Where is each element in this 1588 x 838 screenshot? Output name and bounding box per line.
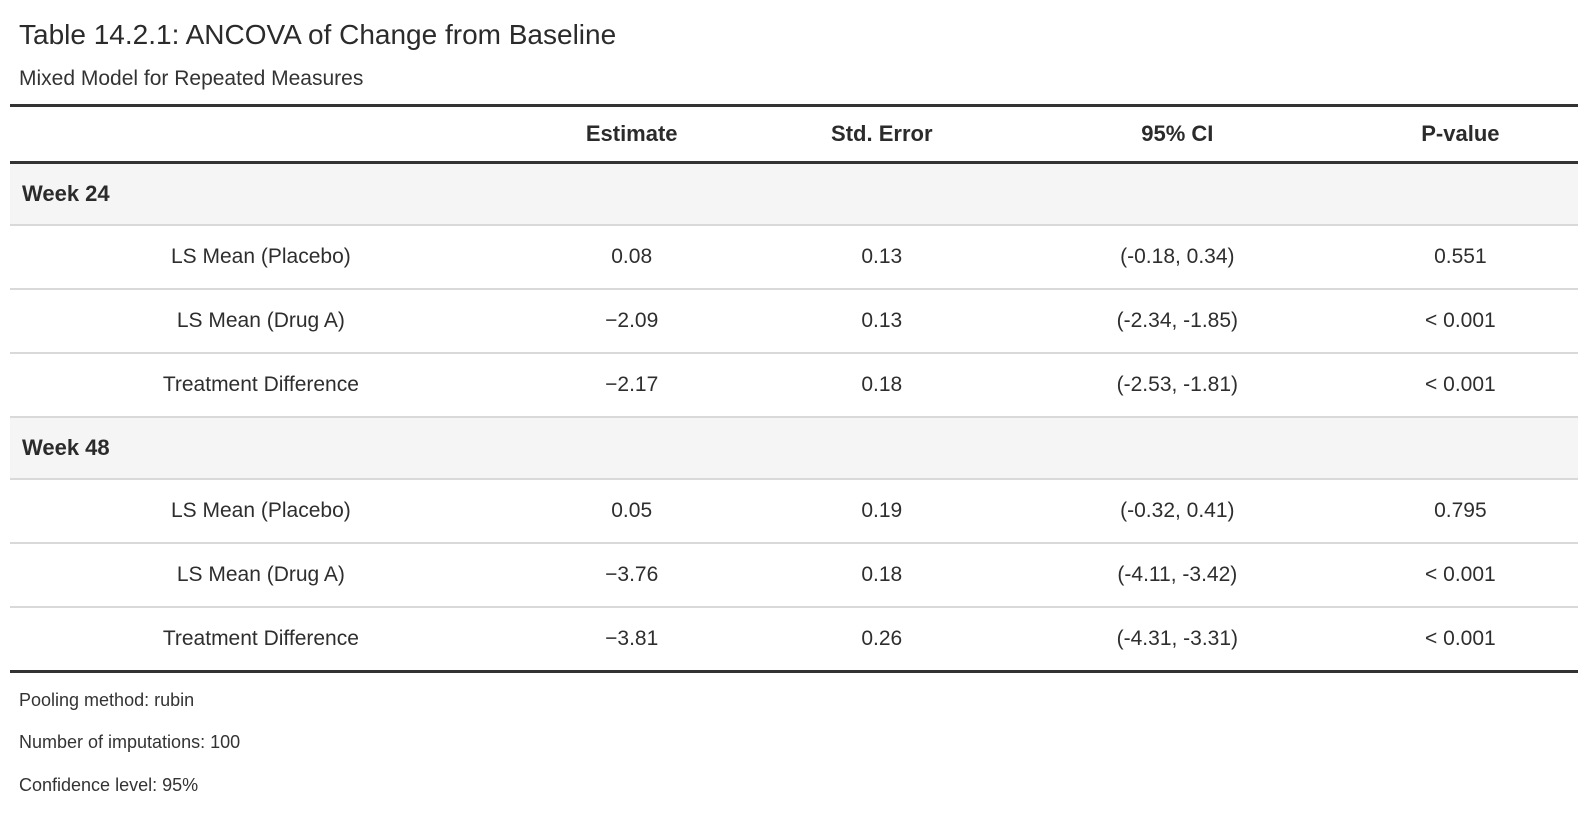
cell-std-error: 0.13 [751,224,1012,290]
table-row: LS Mean (Drug A) −3.76 0.18 (-4.11, -3.4… [10,542,1578,608]
table-row: Treatment Difference −2.17 0.18 (-2.53, … [10,352,1578,418]
cell-p-value: < 0.001 [1342,606,1578,673]
cell-std-error: 0.19 [751,478,1012,544]
footnote-confidence-level: Confidence level: 95% [19,774,199,795]
footnote-pooling-method: Pooling method: rubin [19,689,195,710]
cell-ci: (-4.11, -3.42) [1011,542,1343,608]
cell-estimate: 0.08 [511,224,752,290]
section-label: Week 48 [10,416,1578,480]
cell-ci: (-0.32, 0.41) [1011,478,1343,544]
cell-ci: (-2.34, -1.85) [1011,288,1343,354]
column-header-std-error: Std. Error [751,105,1012,164]
cell-p-value: < 0.001 [1342,352,1578,418]
cell-std-error: 0.26 [751,606,1012,673]
table-row: LS Mean (Placebo) 0.05 0.19 (-0.32, 0.41… [10,478,1578,544]
ancova-results-table: Estimate Std. Error 95% CI P-value Week … [10,103,1578,673]
table-row: Treatment Difference −3.81 0.26 (-4.31, … [10,606,1578,673]
cell-ci: (-4.31, -3.31) [1011,606,1343,673]
cell-ci: (-2.53, -1.81) [1011,352,1343,418]
row-label: Treatment Difference [10,606,512,673]
table-row: LS Mean (Drug A) −2.09 0.13 (-2.34, -1.8… [10,288,1578,354]
table-row: LS Mean (Placebo) 0.08 0.13 (-0.18, 0.34… [10,224,1578,290]
section-header-week-48: Week 48 [10,416,1578,480]
column-header-estimate: Estimate [511,105,752,164]
cell-estimate: −3.76 [511,542,752,608]
cell-ci: (-0.18, 0.34) [1011,224,1343,290]
row-label: LS Mean (Drug A) [10,288,512,354]
section-header-week-24: Week 24 [10,162,1578,226]
cell-p-value: < 0.001 [1342,542,1578,608]
column-header-p-value: P-value [1342,105,1578,164]
cell-p-value: 0.795 [1342,478,1578,544]
cell-p-value: < 0.001 [1342,288,1578,354]
row-label: LS Mean (Placebo) [10,224,512,290]
cell-estimate: −2.09 [511,288,752,354]
column-header-95-ci: 95% CI [1011,105,1343,164]
cell-p-value: 0.551 [1342,224,1578,290]
cell-estimate: −2.17 [511,352,752,418]
column-header-label [10,105,512,164]
cell-std-error: 0.18 [751,352,1012,418]
cell-estimate: −3.81 [511,606,752,673]
row-label: Treatment Difference [10,352,512,418]
cell-std-error: 0.18 [751,542,1012,608]
cell-estimate: 0.05 [511,478,752,544]
row-label: LS Mean (Placebo) [10,478,512,544]
cell-std-error: 0.13 [751,288,1012,354]
section-label: Week 24 [10,162,1578,226]
header-row: Estimate Std. Error 95% CI P-value [10,105,1578,164]
table-subtitle: Mixed Model for Repeated Measures [19,66,364,90]
row-label: LS Mean (Drug A) [10,542,512,608]
footnote-number-of-imputations: Number of imputations: 100 [19,732,241,753]
footnotes: Pooling method: rubin Number of imputati… [19,689,1578,797]
table-title: Table 14.2.1: ANCOVA of Change from Base… [19,19,617,50]
